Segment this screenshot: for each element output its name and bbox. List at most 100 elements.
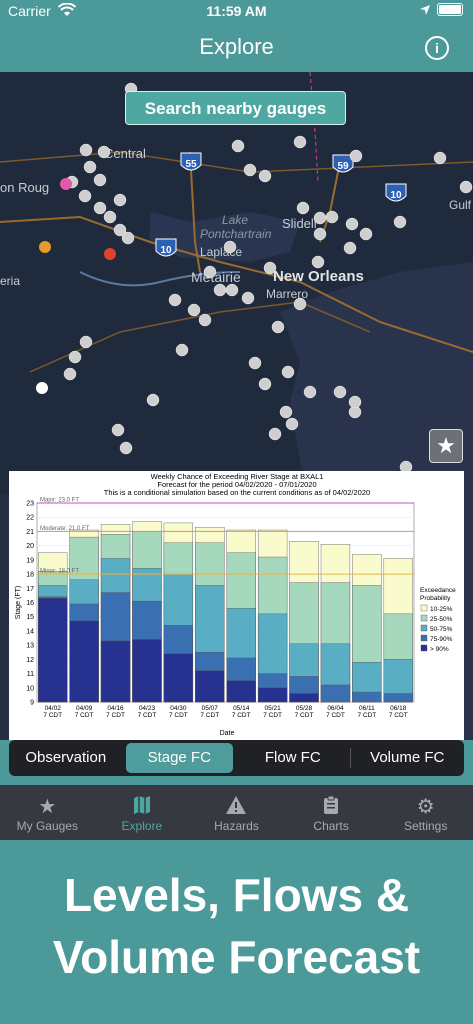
segment-observation[interactable]: Observation — [25, 749, 107, 766]
tab-my-gauges[interactable]: ★ My Gauges — [0, 785, 95, 840]
legend-label: > 90% — [430, 646, 449, 653]
search-nearby-button[interactable]: Search nearby gauges — [125, 91, 346, 125]
gauge-marker[interactable] — [281, 365, 295, 379]
x-tick-label: 7 CDT — [75, 712, 94, 719]
gauge-marker[interactable] — [279, 405, 293, 419]
gauge-marker[interactable] — [271, 320, 285, 334]
gauge-marker[interactable] — [79, 335, 93, 349]
favorite-star-button[interactable]: ★ — [429, 429, 463, 463]
gauge-marker[interactable] — [243, 163, 257, 177]
gauge-marker[interactable] — [198, 313, 212, 327]
gauge-marker[interactable] — [393, 215, 407, 229]
tab-settings[interactable]: ⚙ Settings — [378, 785, 473, 840]
y-tick-label: 23 — [26, 501, 34, 508]
gauge-marker[interactable] — [258, 169, 272, 183]
gauge-marker[interactable] — [459, 180, 473, 194]
gauge-marker[interactable] — [303, 385, 317, 399]
legend-label: 25-50% — [430, 616, 453, 623]
gauge-marker-alert[interactable] — [104, 248, 116, 260]
map-label-marrero: Marrero — [266, 287, 308, 301]
gauge-marker[interactable] — [225, 283, 239, 297]
gauge-marker[interactable] — [268, 427, 282, 441]
gauge-marker[interactable] — [258, 377, 272, 391]
gauge-marker[interactable] — [203, 265, 217, 279]
tab-bar: ★ My Gauges Explore Hazards Charts ⚙ Set… — [0, 785, 473, 840]
interstate-shield-10-west: 10 — [155, 238, 177, 257]
bar-segment — [383, 693, 413, 703]
gauge-marker[interactable] — [349, 149, 363, 163]
legend-label: 75-90% — [430, 636, 453, 643]
road — [0, 151, 473, 173]
gauge-marker[interactable] — [313, 211, 327, 225]
segment-volume-fc[interactable]: Volume FC — [370, 749, 445, 766]
gauge-marker[interactable] — [97, 145, 111, 159]
gauge-marker[interactable] — [248, 356, 262, 370]
map-label-eria: eria — [0, 274, 20, 288]
gauge-marker[interactable] — [296, 201, 310, 215]
gauge-marker[interactable] — [325, 210, 339, 224]
gear-icon: ⚙ — [416, 796, 435, 818]
info-icon[interactable]: i — [425, 36, 449, 60]
tab-label: Explore — [121, 819, 163, 833]
gauge-marker[interactable] — [231, 139, 245, 153]
gauge-marker-alert[interactable] — [60, 178, 72, 190]
y-tick-label: 19 — [26, 557, 34, 564]
gauge-marker[interactable] — [348, 395, 362, 409]
gauge-marker[interactable] — [343, 241, 357, 255]
y-tick-label: 18 — [26, 572, 34, 579]
x-tick-label: 7 CDT — [200, 712, 219, 719]
gauge-marker[interactable] — [345, 217, 359, 231]
gauge-marker[interactable] — [241, 291, 255, 305]
legend-swatch — [420, 644, 428, 652]
x-tick-label: 7 CDT — [106, 712, 125, 719]
gauge-marker-alert[interactable] — [39, 241, 51, 253]
battery-icon — [437, 3, 463, 16]
page-title: Explore — [199, 34, 274, 59]
gauge-marker[interactable] — [168, 293, 182, 307]
y-tick-label: 11 — [27, 671, 34, 678]
gauge-marker[interactable] — [111, 423, 125, 437]
gauge-marker[interactable] — [113, 193, 127, 207]
gauge-marker[interactable] — [263, 261, 277, 275]
segment-flow-fc[interactable]: Flow FC — [264, 749, 321, 766]
y-tick-label: 21 — [26, 529, 34, 536]
gauge-marker[interactable] — [146, 393, 160, 407]
tab-explore[interactable]: Explore — [95, 785, 190, 840]
gauge-marker[interactable] — [333, 385, 347, 399]
gauge-marker[interactable] — [78, 189, 92, 203]
gauge-marker[interactable] — [359, 227, 373, 241]
gauge-marker[interactable] — [293, 297, 307, 311]
tab-label: Hazards — [214, 819, 259, 833]
gauge-marker[interactable] — [93, 201, 107, 215]
gauge-marker[interactable] — [175, 343, 189, 357]
gauge-marker[interactable] — [63, 367, 77, 381]
x-tick-label: 05/14 — [233, 705, 250, 712]
gauge-marker[interactable] — [113, 223, 127, 237]
segment-stage-fc[interactable]: Stage FC — [125, 743, 233, 773]
gauge-marker[interactable] — [103, 210, 117, 224]
gauge-marker[interactable] — [311, 255, 325, 269]
gauge-marker[interactable] — [433, 151, 447, 165]
gauge-marker[interactable] — [313, 227, 327, 241]
gauge-marker[interactable] — [121, 231, 135, 245]
gauge-marker[interactable] — [68, 350, 82, 364]
clipboard-icon — [284, 795, 379, 819]
gauge-marker-alert[interactable] — [36, 382, 48, 394]
gauge-marker[interactable] — [187, 303, 201, 317]
gauge-marker[interactable] — [119, 441, 133, 455]
y-tick-label: 13 — [26, 643, 34, 650]
gauge-markers[interactable] — [36, 82, 473, 474]
legend-swatch — [420, 604, 428, 612]
gauge-marker[interactable] — [293, 135, 307, 149]
tab-charts[interactable]: Charts — [284, 785, 379, 840]
x-tick-label: 05/07 — [202, 705, 219, 712]
gauge-marker[interactable] — [93, 173, 107, 187]
gauge-marker[interactable] — [79, 143, 93, 157]
gauge-marker[interactable] — [213, 283, 227, 297]
gauge-marker[interactable] — [285, 417, 299, 431]
tab-hazards[interactable]: Hazards — [189, 785, 284, 840]
gauge-marker[interactable] — [223, 240, 237, 254]
chart-title: Weekly Chance of Exceeding River Stage a… — [151, 472, 324, 481]
gauge-marker[interactable] — [83, 160, 97, 174]
wifi-icon — [58, 3, 76, 16]
